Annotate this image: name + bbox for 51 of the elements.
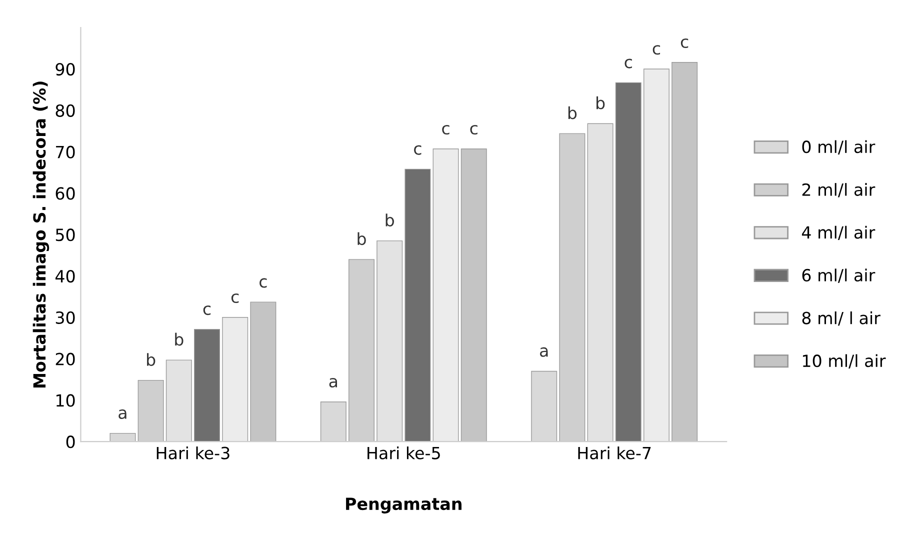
data-label: a <box>540 347 548 357</box>
data-label: c <box>414 145 422 155</box>
bar <box>110 432 136 442</box>
y-tick-label: 60 <box>56 187 75 200</box>
data-label: c <box>624 58 632 68</box>
data-label: b <box>568 106 577 120</box>
y-tick-label: 10 <box>56 394 75 407</box>
x-tick-label: Hari ke-7 <box>578 446 651 460</box>
y-axis-title: Mortalitas imago S. indecora (%) <box>32 82 50 388</box>
y-tick-label: 80 <box>56 104 75 117</box>
bar <box>432 148 459 442</box>
bar <box>643 68 670 442</box>
data-label: c <box>652 45 660 55</box>
bar <box>376 240 403 442</box>
y-tick-label: 70 <box>56 146 75 158</box>
data-label: b <box>147 353 156 366</box>
y-tick-label: 20 <box>56 352 75 366</box>
data-label: c <box>260 278 267 288</box>
bar <box>404 168 431 442</box>
bar <box>320 402 346 442</box>
legend-label: 4 ml/l air <box>802 226 876 240</box>
bar <box>166 360 192 442</box>
data-label: c <box>470 124 478 135</box>
data-label: a <box>329 378 338 388</box>
x-axis-title: Pengamatan <box>346 498 462 514</box>
data-label: c <box>442 124 450 135</box>
y-tick-label: 30 <box>56 311 75 324</box>
x-tick-label: Hari ke-3 <box>156 446 230 460</box>
legend-label: 8 ml/ l air <box>802 311 880 326</box>
y-tick-label: 50 <box>56 228 75 242</box>
y-tick-label: 0 <box>66 436 75 448</box>
data-label: b <box>175 332 184 346</box>
data-label: b <box>596 96 605 110</box>
y-tick-label: 40 <box>55 270 75 283</box>
data-label: c <box>203 305 211 316</box>
bar <box>222 317 248 442</box>
data-label: a <box>118 409 126 419</box>
legend-label: 0 ml/l air <box>802 140 876 154</box>
bar <box>587 123 614 442</box>
data-label: c <box>680 38 688 48</box>
x-tick-label: Hari ke-5 <box>368 446 440 460</box>
legend-label: 10 ml/l air <box>802 354 886 368</box>
y-tick-label: 90 <box>56 62 75 76</box>
data-label: b <box>386 214 394 226</box>
bar <box>194 329 220 442</box>
legend-label: 2 ml/l air <box>802 183 876 198</box>
legend-label: 6 ml/l air <box>802 268 876 283</box>
data-label: c <box>231 293 239 304</box>
data-label: b <box>358 232 366 246</box>
bar <box>615 82 642 442</box>
bar <box>531 370 558 442</box>
